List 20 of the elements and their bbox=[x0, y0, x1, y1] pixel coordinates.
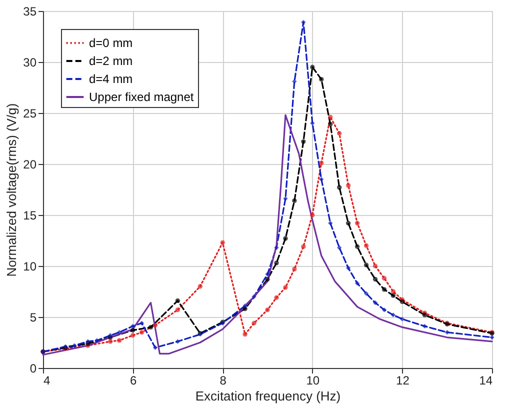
y-tick-label: 15 bbox=[23, 208, 37, 222]
y-tick-label: 10 bbox=[23, 260, 37, 274]
y-axis-title: Normalized voltage(rms) (V/g) bbox=[4, 103, 20, 277]
x-tick-label: 6 bbox=[130, 374, 137, 388]
x-tick-label: 14 bbox=[479, 374, 493, 388]
legend-label: Upper fixed magnet bbox=[89, 90, 194, 104]
legend-label: d=4 mm bbox=[89, 72, 133, 86]
y-tick-label: 30 bbox=[23, 56, 37, 70]
legend-label: d=2 mm bbox=[89, 54, 133, 68]
y-tick-label: 25 bbox=[23, 106, 37, 120]
y-tick-label: 20 bbox=[23, 158, 37, 172]
y-tick-label: 0 bbox=[30, 362, 37, 376]
y-tick-label: 5 bbox=[30, 310, 37, 324]
x-tick-label: 12 bbox=[396, 374, 410, 388]
legend-label: d=0 mm bbox=[89, 36, 133, 50]
x-tick-label: 4 bbox=[44, 374, 50, 388]
x-axis-title: Excitation frequency (Hz) bbox=[195, 388, 341, 404]
x-tick-label: 10 bbox=[306, 374, 320, 388]
x-tick-label: 8 bbox=[220, 374, 227, 388]
y-tick-label: 35 bbox=[23, 4, 37, 18]
